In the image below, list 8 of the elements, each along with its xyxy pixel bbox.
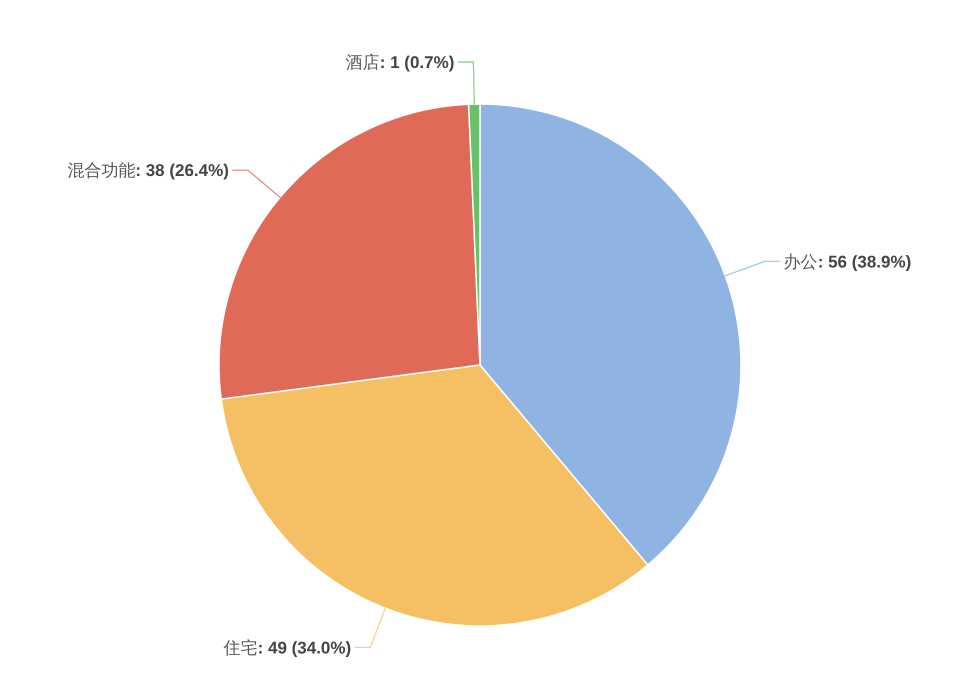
slice-label: 办公: [784, 252, 818, 271]
slice-label: 混合功能: [67, 160, 136, 180]
data-label: : 38 (26.4%): [135, 160, 229, 180]
data-label: : 56 (38.9%): [818, 252, 912, 271]
data-label: : 1 (0.7%): [380, 52, 454, 72]
slice-label: 住宅: [222, 638, 258, 657]
data-label: : 49 (34.0%): [258, 638, 352, 657]
slice-label: 酒店: [346, 52, 380, 72]
